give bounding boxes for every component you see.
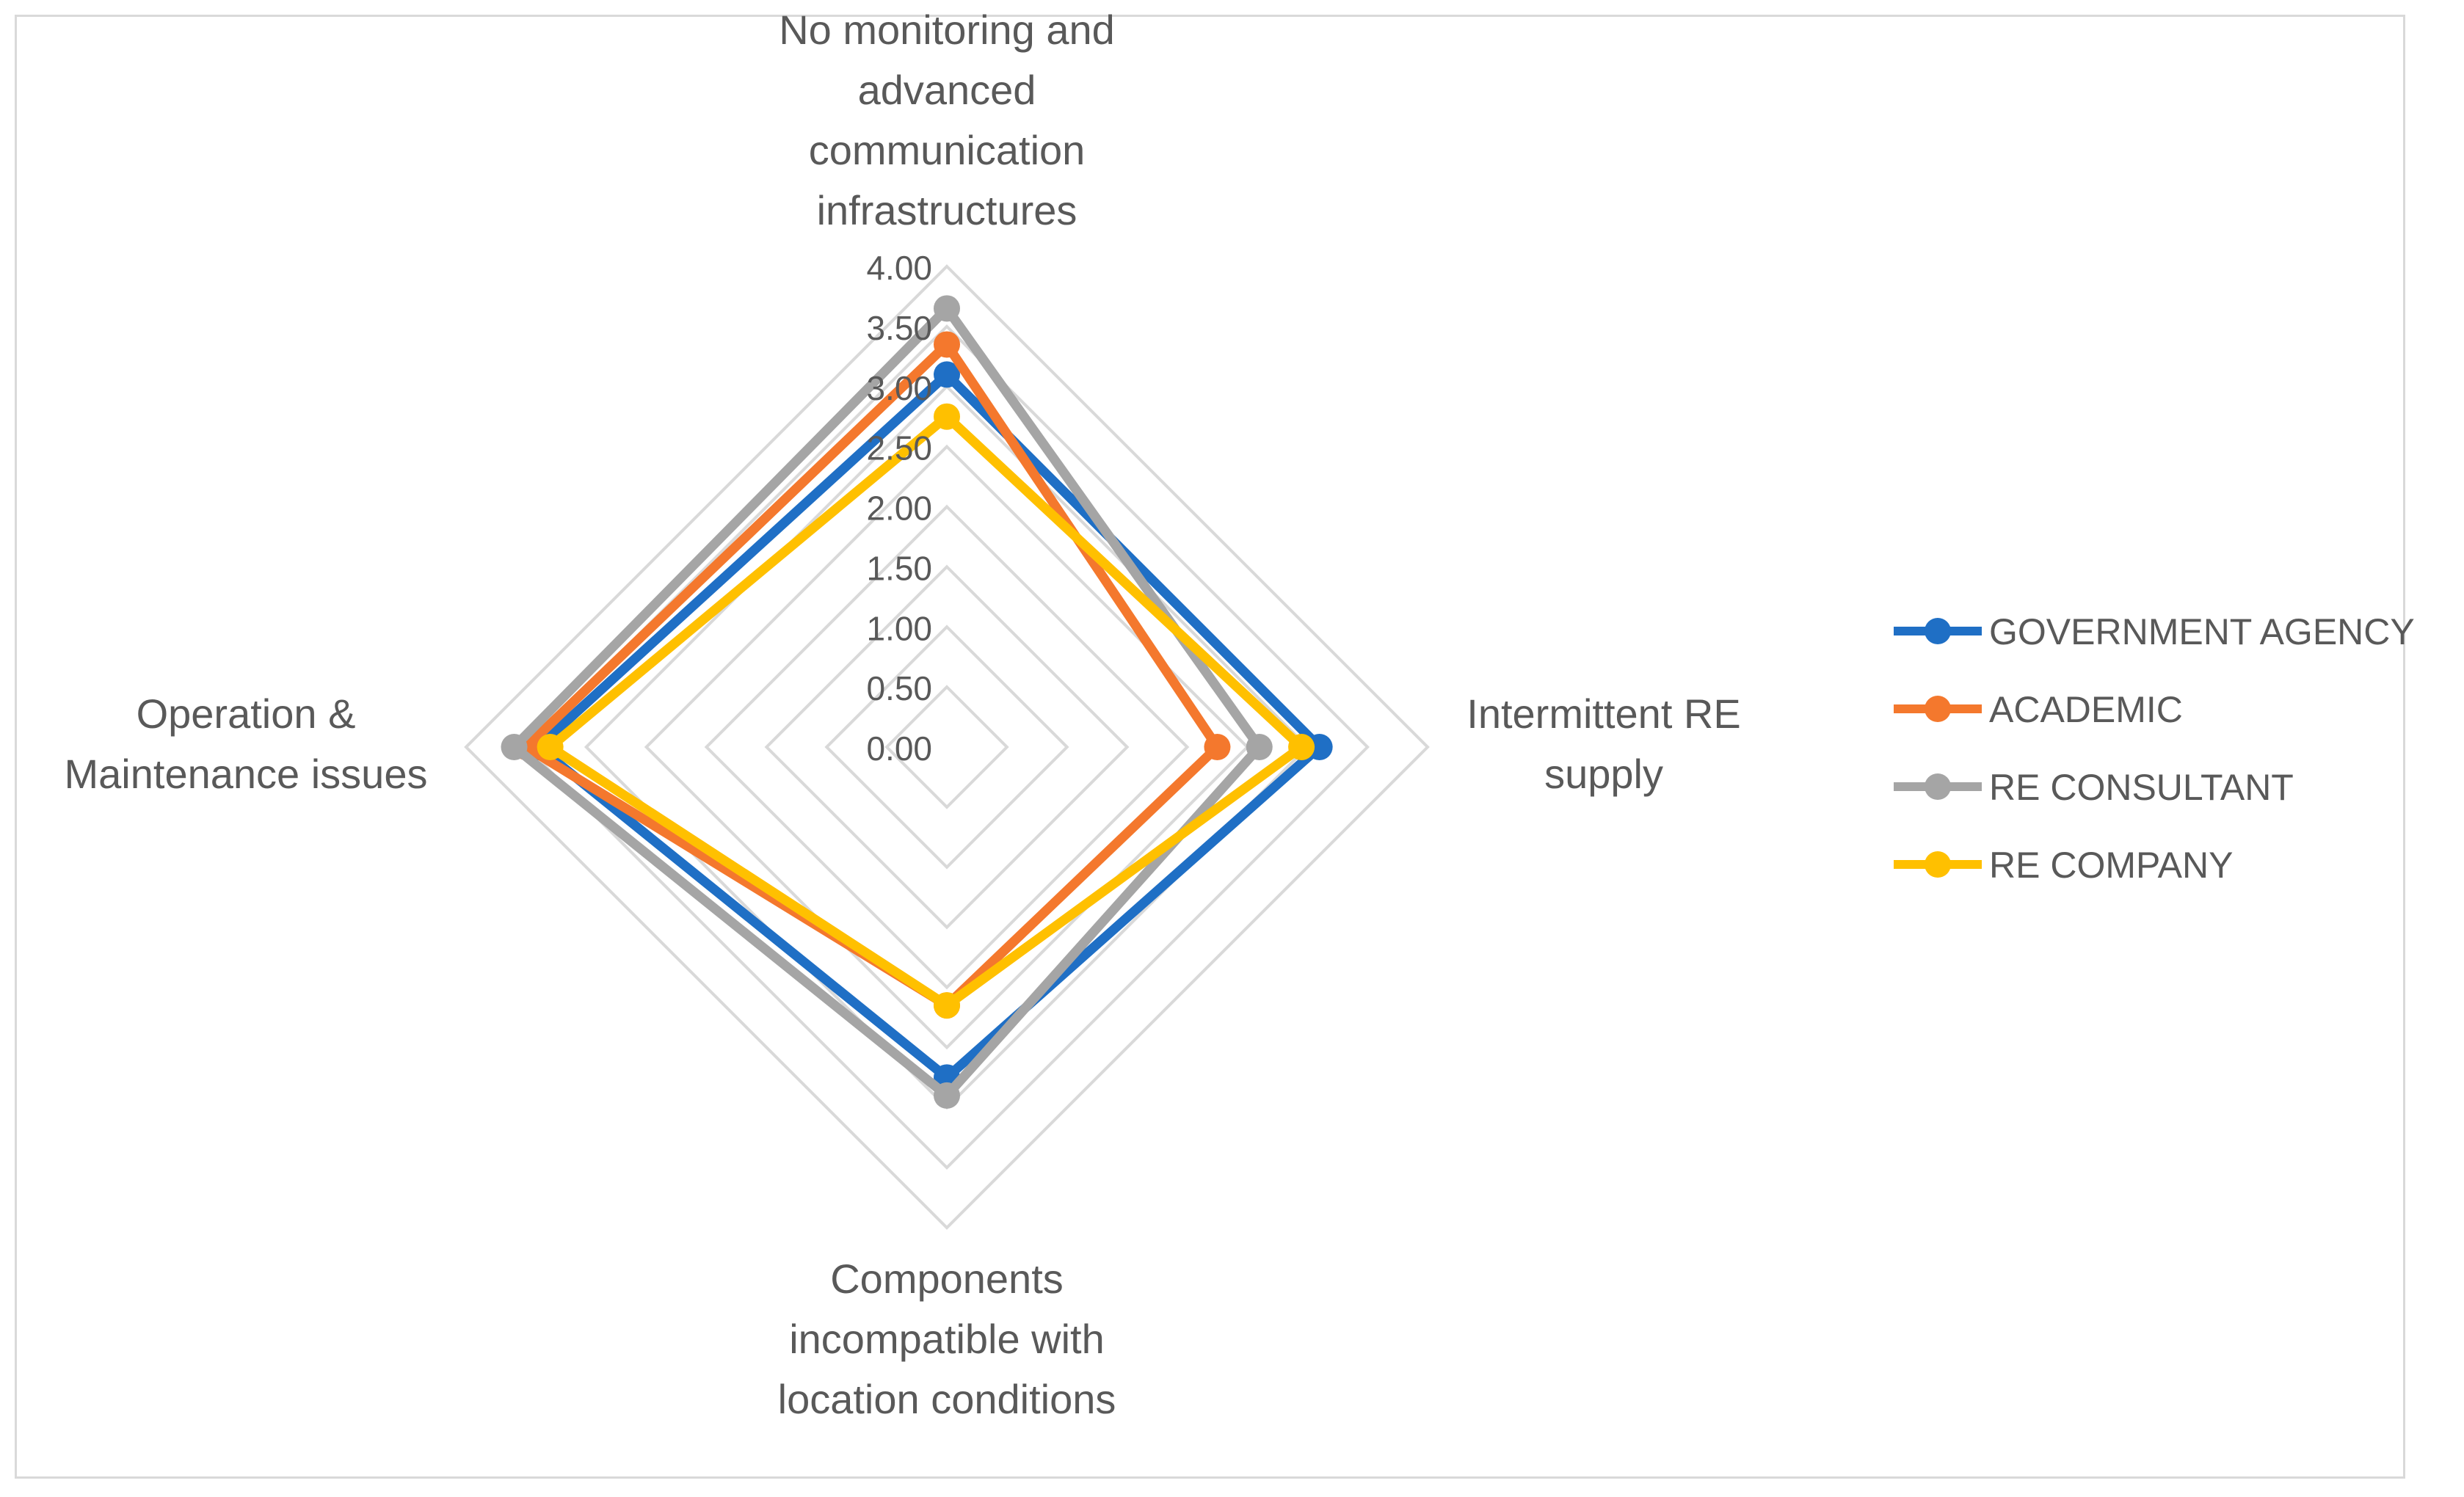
radial-ticks: 0.00 0.50 1.00 1.50 2.00 2.50 3.00 3.50 4.00 (866, 249, 932, 768)
axis-label-bottom: Components incompatible with location co… (777, 1256, 1116, 1422)
series-point (934, 992, 960, 1019)
radar-series (501, 295, 1333, 1109)
legend-swatch-marker (1925, 618, 1951, 644)
series-point (934, 403, 960, 430)
grid-ring (464, 264, 1430, 1230)
legend-label: RE COMPANY (1989, 845, 2234, 886)
chart-frame (15, 15, 2405, 1479)
grid-ring (704, 504, 1190, 990)
legend-swatch-marker (1925, 773, 1951, 800)
tick-label: 0.50 (866, 669, 932, 707)
tick-label: 3.00 (866, 369, 932, 407)
grid-ring (824, 624, 1069, 870)
legend-label: ACADEMIC (1989, 689, 2183, 730)
legend-label: RE CONSULTANT (1989, 767, 2294, 808)
legend-label: GOVERNMENT AGENCY (1989, 611, 2415, 652)
tick-label: 3.50 (866, 309, 932, 347)
series-point (1204, 734, 1231, 760)
axis-label-right: Intermittent RE supply (1467, 691, 1741, 797)
legend-swatch-marker (1925, 696, 1951, 722)
series-point (934, 1082, 960, 1109)
series-point (501, 734, 528, 760)
tick-label: 0.00 (866, 729, 932, 768)
series-government-agency (525, 361, 1333, 1091)
axis-label-top: No monitoring and advanced communication… (779, 7, 1115, 233)
tick-label: 2.50 (866, 429, 932, 467)
grid-ring (524, 324, 1370, 1170)
series-point (1288, 734, 1315, 760)
series-point (934, 361, 960, 388)
legend-swatch-marker (1925, 851, 1951, 878)
series-re-company (537, 403, 1315, 1019)
series-point (934, 331, 960, 358)
series-point (537, 734, 564, 760)
series-point (1246, 734, 1273, 760)
tick-label: 2.00 (866, 489, 932, 528)
tick-label: 1.00 (866, 609, 932, 647)
tick-label: 1.50 (866, 549, 932, 587)
axis-label-left: Operation & Maintenance issues (64, 691, 428, 797)
grid-ring (764, 564, 1130, 930)
grid-ring (884, 685, 1009, 809)
series-point (934, 295, 960, 322)
tick-label: 4.00 (866, 249, 932, 287)
series-re-consultant (501, 295, 1273, 1109)
